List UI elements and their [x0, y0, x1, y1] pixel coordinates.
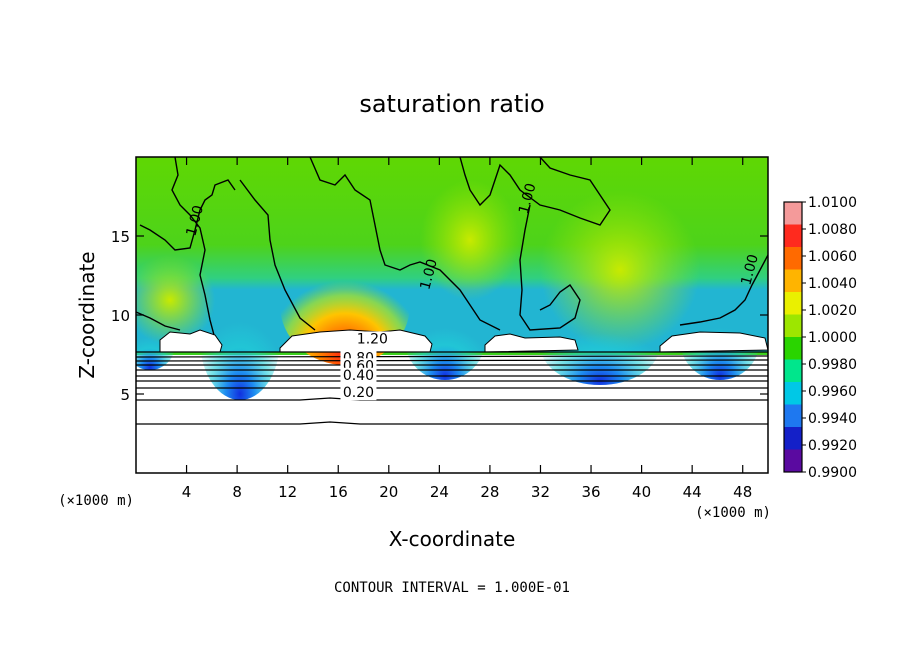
contour-label-bg [340, 385, 377, 401]
colorbar-label: 1.0060 [808, 249, 857, 265]
colorbar-segment [784, 449, 802, 473]
colorbar-label: 1.0020 [808, 303, 857, 319]
x-tick-label: 12 [278, 483, 297, 501]
x-axis-ticks: 4 8 12 16 20 24 28 32 36 40 44 48 [182, 157, 752, 501]
x-tick-label: 40 [632, 483, 651, 501]
colorbar-segment [784, 314, 802, 338]
colorbar-segment [784, 404, 802, 428]
contour-label-bg [354, 331, 391, 347]
contour-label-bg [340, 367, 377, 383]
contour-label: 0.40 [343, 368, 374, 384]
colorbar-segment [784, 359, 802, 383]
colorbar-label: 1.0040 [808, 276, 857, 292]
colorbar-segment [784, 292, 802, 315]
x-tick-label: 48 [733, 483, 752, 501]
colorbar-label: 0.9900 [808, 465, 857, 481]
y-tick-label: 15 [111, 228, 130, 246]
x-tick-label: 20 [379, 483, 398, 501]
colorbar-segment [784, 269, 802, 293]
x-tick-label: 16 [329, 483, 348, 501]
colorbar-label: 0.9960 [808, 384, 857, 400]
contour-label: 0.20 [343, 385, 374, 401]
colorbar-label: 0.9980 [808, 357, 857, 373]
contour-100-a [139, 179, 236, 251]
contour-label: 1.20 [357, 331, 388, 347]
x-tick-label: 24 [430, 483, 449, 501]
chart-title: saturation ratio [359, 90, 544, 118]
colorbar-label: 0.9920 [808, 438, 857, 454]
colorbar-label: 1.0080 [808, 222, 857, 238]
y-axis-ticks: 5 10 15 [111, 228, 768, 404]
colorbar-segment [784, 382, 802, 405]
colorbar: 1.0100 1.0080 1.0060 1.0040 1.0020 1.0000 0.99… [783, 195, 857, 481]
contour-strat-3 [136, 359, 768, 362]
x-tick-label: 44 [683, 483, 702, 501]
cloud-3 [484, 333, 579, 353]
x-axis-label: X-coordinate [389, 527, 516, 551]
colorbar-segment [784, 427, 802, 450]
x-tick-label: 28 [480, 483, 499, 501]
contour-100-f [519, 204, 581, 331]
colorbar-label: 1.0100 [808, 195, 857, 211]
contour-label: 1.00 [184, 204, 208, 238]
contour-100-g [679, 254, 768, 326]
x-tick-label: 32 [531, 483, 550, 501]
contour-100-c [239, 179, 316, 331]
colorbar-label: 1.0000 [808, 330, 857, 346]
contour-label: 1.00 [516, 181, 540, 215]
color-field [136, 157, 768, 473]
contour-interval-note: CONTOUR INTERVAL = 1.000E-01 [334, 580, 570, 596]
contour-label: 1.00 [738, 253, 762, 287]
y-tick-label: 5 [120, 386, 130, 404]
contour-100-b [171, 157, 215, 336]
y-axis-unit: (×1000 m) [58, 493, 134, 509]
x-axis-unit: (×1000 m) [695, 505, 771, 521]
contour-label: 1.00 [417, 257, 441, 291]
colorbar-segment [784, 247, 802, 270]
colorbar-segment [784, 202, 802, 225]
cloud-4 [659, 331, 768, 353]
x-tick-label: 4 [182, 483, 192, 501]
contour-100-d [309, 157, 501, 331]
colorbar-label: 0.9940 [808, 411, 857, 427]
colorbar-segment [784, 224, 802, 248]
contour-100-e [459, 157, 611, 226]
y-axis-label: Z-coordinate [75, 251, 99, 378]
contour-labels: 1.200.800.600.400.201.001.001.001.00 [184, 181, 762, 401]
x-tick-label: 8 [232, 483, 242, 501]
contour-strat-10 [136, 421, 768, 425]
y-tick-label: 10 [111, 307, 130, 325]
colorbar-segment [784, 337, 802, 360]
yellow-spot-mid [420, 180, 520, 300]
x-tick-label: 36 [581, 483, 600, 501]
contour-strat-9 [136, 397, 768, 401]
contour-strat-2 [136, 355, 768, 358]
